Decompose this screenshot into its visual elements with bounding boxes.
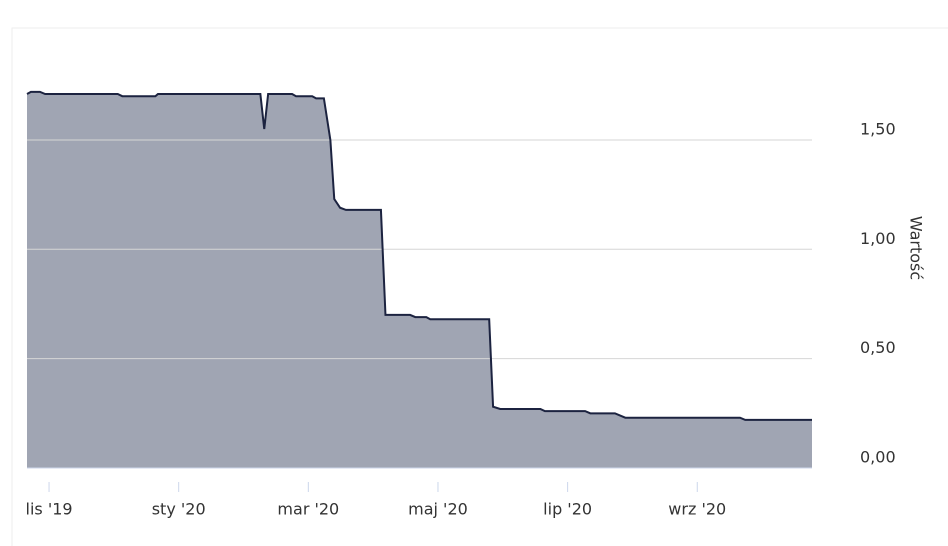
x-tick-label: lip '20	[543, 500, 592, 519]
x-tick-label: maj '20	[408, 500, 468, 519]
y-tick-label: 1,00	[860, 229, 896, 248]
x-tick-label: mar '20	[277, 500, 339, 519]
x-tick-label: wrz '20	[668, 500, 726, 519]
area-fill	[27, 91, 812, 468]
y-tick-label: 0,50	[860, 338, 896, 357]
y-axis-title: Wartość	[907, 216, 926, 280]
x-tick-label: sty '20	[152, 500, 206, 519]
y-tick-label: 0,00	[860, 448, 896, 467]
area-line	[26, 90, 812, 421]
y-tick-label: 1,50	[860, 119, 896, 138]
x-tick-label: lis '19	[26, 500, 73, 519]
